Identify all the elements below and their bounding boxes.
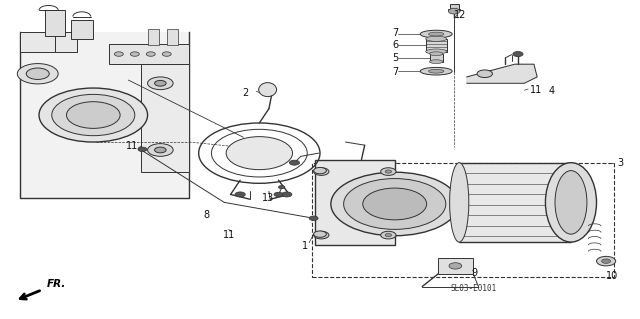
Circle shape <box>477 70 492 78</box>
Ellipse shape <box>420 30 452 38</box>
Circle shape <box>282 192 292 197</box>
Ellipse shape <box>429 60 443 63</box>
Circle shape <box>26 68 49 79</box>
Text: 13: 13 <box>262 193 274 203</box>
Circle shape <box>513 51 523 56</box>
Ellipse shape <box>429 52 443 56</box>
Text: 8: 8 <box>204 210 209 220</box>
Bar <box>167 29 178 45</box>
Text: 7: 7 <box>392 67 399 77</box>
Circle shape <box>148 144 173 156</box>
Polygon shape <box>467 64 537 83</box>
Circle shape <box>39 88 148 142</box>
Bar <box>460 163 571 242</box>
Text: 3: 3 <box>618 158 624 168</box>
Text: FR.: FR. <box>47 279 66 289</box>
Circle shape <box>115 52 124 56</box>
Text: 11: 11 <box>529 85 541 95</box>
Text: 5: 5 <box>392 53 399 63</box>
Circle shape <box>363 188 427 220</box>
Ellipse shape <box>545 163 596 242</box>
Circle shape <box>274 192 283 197</box>
Circle shape <box>17 63 58 84</box>
Ellipse shape <box>426 49 447 54</box>
Circle shape <box>381 231 396 239</box>
Ellipse shape <box>555 171 587 234</box>
Bar <box>312 163 614 277</box>
Bar <box>141 64 189 172</box>
Text: 9: 9 <box>472 268 477 278</box>
Circle shape <box>602 259 611 263</box>
Circle shape <box>314 167 326 174</box>
Bar <box>55 33 77 51</box>
Circle shape <box>155 147 166 153</box>
Bar <box>20 33 55 51</box>
Ellipse shape <box>450 163 468 242</box>
Text: 11: 11 <box>223 230 235 240</box>
Circle shape <box>148 77 173 90</box>
Circle shape <box>226 137 292 170</box>
Bar <box>430 54 444 62</box>
Ellipse shape <box>426 36 447 41</box>
Bar <box>45 10 65 36</box>
Circle shape <box>318 170 324 173</box>
Circle shape <box>449 8 460 14</box>
Circle shape <box>385 170 392 173</box>
Bar <box>438 258 473 274</box>
Text: SL03-E0101: SL03-E0101 <box>450 284 497 293</box>
Circle shape <box>235 192 245 197</box>
Circle shape <box>314 231 326 237</box>
Circle shape <box>147 52 156 56</box>
Circle shape <box>596 256 616 266</box>
Bar <box>426 39 447 51</box>
Circle shape <box>163 52 172 56</box>
Circle shape <box>381 168 396 175</box>
Circle shape <box>314 231 329 239</box>
Bar <box>71 20 93 39</box>
Circle shape <box>131 52 140 56</box>
Text: 2: 2 <box>242 88 248 98</box>
Bar <box>20 33 189 197</box>
Text: 6: 6 <box>392 40 399 50</box>
Ellipse shape <box>429 32 444 36</box>
Text: 10: 10 <box>606 271 619 281</box>
Bar <box>109 44 189 64</box>
Circle shape <box>309 216 318 220</box>
Circle shape <box>331 172 459 236</box>
Bar <box>315 160 395 245</box>
Text: 11: 11 <box>125 141 138 151</box>
Circle shape <box>155 80 166 86</box>
Circle shape <box>52 94 135 136</box>
Text: 4: 4 <box>548 86 555 96</box>
Circle shape <box>318 234 324 237</box>
Circle shape <box>67 102 120 128</box>
Ellipse shape <box>259 83 276 97</box>
Text: 12: 12 <box>454 10 467 20</box>
Ellipse shape <box>429 69 444 73</box>
Circle shape <box>138 147 147 152</box>
Circle shape <box>385 234 392 237</box>
Text: 1: 1 <box>302 241 308 251</box>
Circle shape <box>314 168 329 175</box>
Circle shape <box>449 263 462 269</box>
Bar <box>148 29 159 45</box>
Circle shape <box>278 186 285 189</box>
Bar <box>451 4 459 10</box>
Circle shape <box>289 160 300 165</box>
Circle shape <box>344 179 446 229</box>
Ellipse shape <box>420 67 452 75</box>
Text: 7: 7 <box>392 28 399 38</box>
